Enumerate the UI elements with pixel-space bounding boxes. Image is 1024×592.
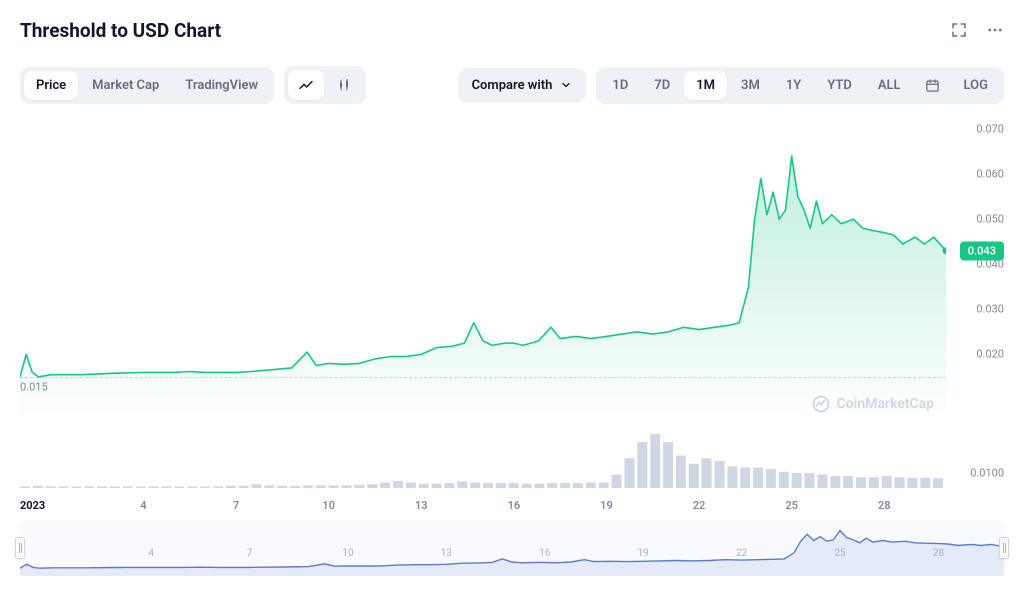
overview-handle-right[interactable] — [999, 537, 1009, 559]
range-1y[interactable]: 1Y — [774, 71, 813, 100]
overview-x-axis: 4710131619222528 — [20, 548, 1004, 564]
range-ytd[interactable]: YTD — [815, 71, 864, 100]
x-axis: 20234710131619222528 — [20, 492, 946, 512]
view-tabs: Price Market Cap TradingView — [20, 67, 274, 104]
price-chart: 0.015 0.0700.0600.0500.0400.0300.020 0.0… — [20, 120, 1004, 512]
range-selector: 1D 7D 1M 3M 1Y YTD ALL LOG — [596, 67, 1004, 104]
volume-tick: 0.0100 — [970, 466, 1004, 479]
page-title: Threshold to USD Chart — [20, 19, 221, 42]
y-axis: 0.0700.0600.0500.0400.0300.020 — [946, 120, 1004, 512]
tab-tradingview[interactable]: TradingView — [173, 71, 270, 100]
more-icon[interactable] — [986, 21, 1004, 39]
tab-marketcap[interactable]: Market Cap — [80, 71, 171, 100]
scale-log[interactable]: LOG — [952, 71, 1000, 100]
range-3m[interactable]: 3M — [729, 71, 772, 100]
plot-area[interactable] — [20, 120, 946, 422]
candlestick-icon[interactable] — [326, 70, 362, 100]
tab-price[interactable]: Price — [24, 71, 78, 100]
range-7d[interactable]: 7D — [642, 71, 682, 100]
calendar-icon[interactable] — [915, 71, 950, 100]
fullscreen-icon[interactable] — [950, 21, 968, 39]
compare-label: Compare with — [472, 78, 553, 93]
overview-scrubber[interactable]: 4710131619222528 — [20, 520, 1004, 576]
volume-bars — [20, 434, 946, 488]
chart-style-toggle — [284, 66, 366, 104]
range-all[interactable]: ALL — [866, 71, 913, 100]
overview-handle-left[interactable] — [15, 537, 25, 559]
line-chart-icon[interactable] — [288, 70, 324, 100]
compare-button[interactable]: Compare with — [458, 68, 587, 103]
range-1m[interactable]: 1M — [684, 71, 727, 100]
last-price-badge: 0.043 — [960, 241, 1004, 260]
chevron-down-icon — [560, 79, 572, 91]
range-1d[interactable]: 1D — [600, 71, 640, 100]
